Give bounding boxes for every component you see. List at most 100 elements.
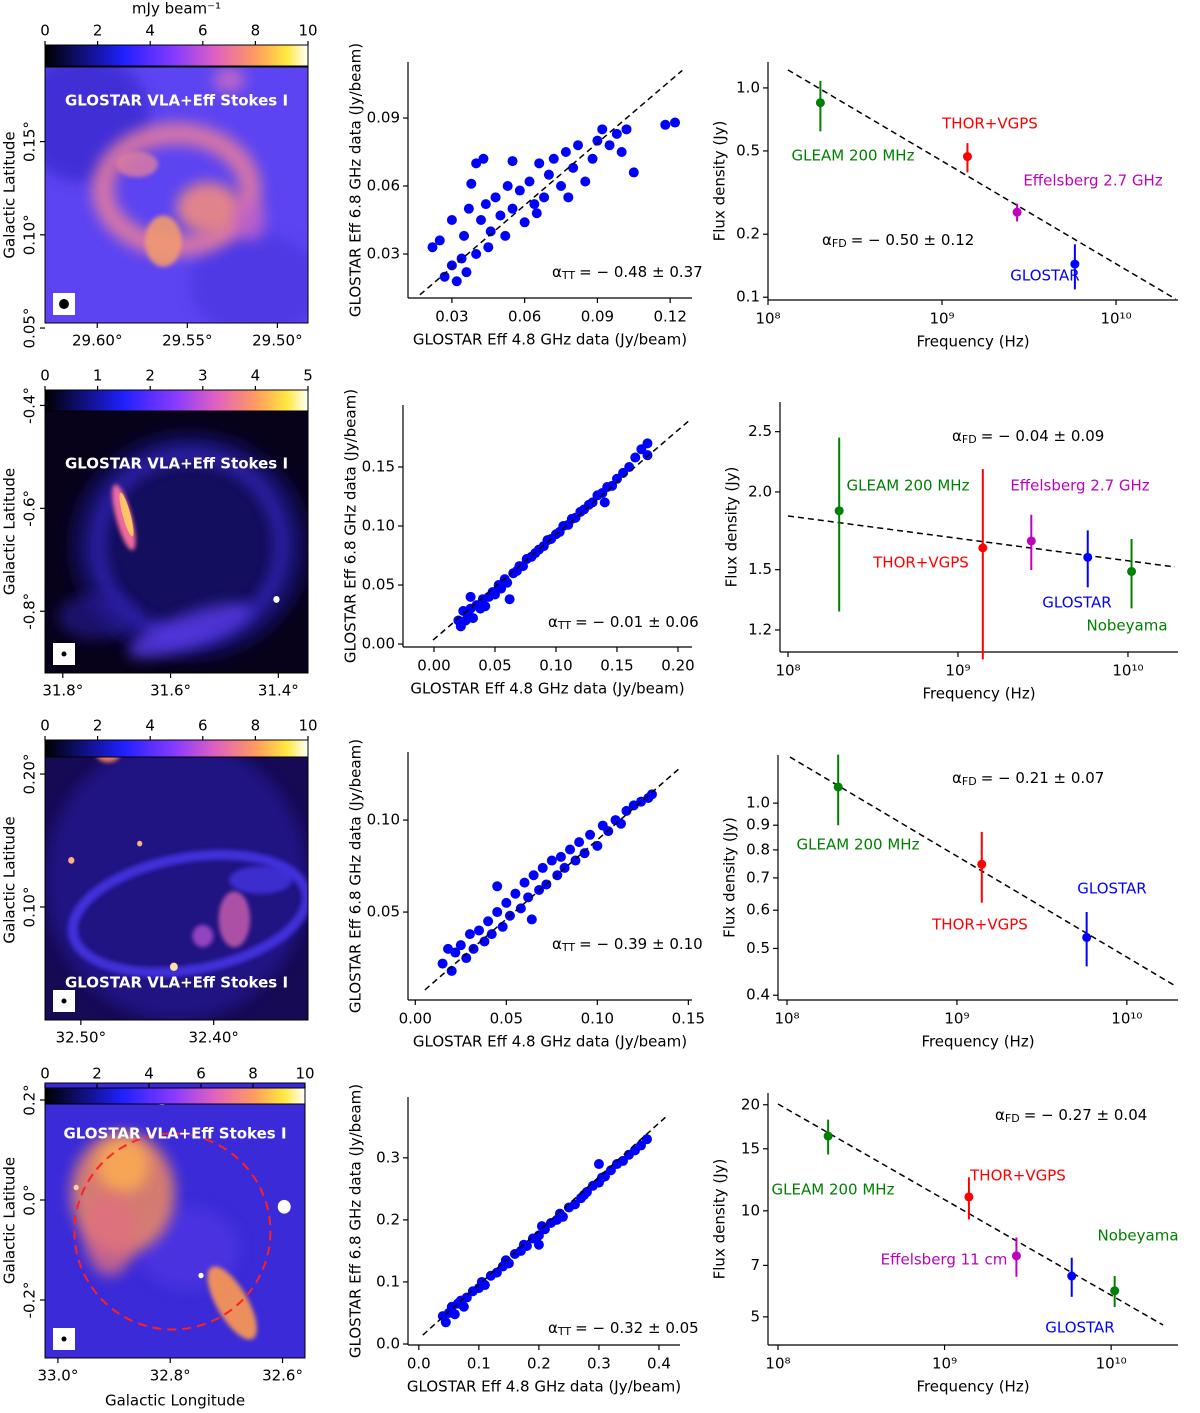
y-tick-label: 0.15° (21, 121, 39, 162)
point (570, 855, 581, 866)
annotation-subscript: FD (1005, 1112, 1020, 1125)
colorbar-tick-label: 8 (251, 22, 261, 40)
y-tick-label: 0.2 (376, 1210, 400, 1228)
colorbar-label: mJy beam⁻¹ (132, 0, 221, 18)
point (641, 1134, 652, 1145)
x-axis-label: Frequency (Hz) (916, 1378, 1029, 1396)
emission (218, 891, 251, 948)
y-axis-label: Flux density (Jy) (721, 817, 739, 938)
annotation-symbol: α (548, 613, 558, 631)
fit-line (422, 1114, 669, 1336)
x-tick-label: 0.15 (672, 1010, 705, 1028)
point (556, 181, 567, 192)
x-axis-label: Frequency (Hz) (921, 1033, 1034, 1051)
x-tick-label: 0.12 (653, 308, 686, 326)
x-axis-label: Frequency (Hz) (922, 685, 1035, 703)
colorbar-tick-label: 8 (248, 1065, 258, 1083)
colorbar (44, 389, 309, 412)
y-tick-label: -0.6° (21, 490, 39, 527)
x-axis-label: GLOSTAR Eff 4.8 GHz data (Jy/beam) (407, 1378, 681, 1396)
point-label: GLEAM 200 MHz (797, 836, 920, 854)
point (502, 181, 513, 192)
point-label: GLEAM 200 MHz (847, 477, 970, 495)
y-tick-label: 20 (741, 1095, 760, 1113)
emission (207, 1266, 257, 1340)
point (434, 235, 445, 246)
point (471, 249, 482, 260)
point (563, 192, 574, 203)
emission (229, 866, 293, 894)
point (621, 124, 632, 135)
x-tick-label: 29.60° (72, 332, 122, 350)
colorbar-tick-label: 10 (298, 717, 317, 735)
point (439, 271, 450, 282)
y-tick-label: 0.20° (21, 754, 39, 795)
point (548, 153, 559, 164)
x-tick-label: 10¹⁰ (1100, 310, 1131, 328)
point (480, 199, 491, 210)
point (427, 242, 438, 253)
annotation: αFD = − 0.50 ± 0.12 (822, 231, 974, 251)
point (500, 230, 511, 241)
y-tick-label: 0.5 (736, 141, 760, 159)
y-tick-label: 10 (741, 1201, 760, 1219)
annotation-text: = − 0.01 ± 0.06 (575, 613, 699, 631)
annotation-symbol: α (548, 1319, 558, 1337)
y-axis-label: GLOSTAR Eff 6.8 GHz data (Jy/beam) (347, 43, 365, 317)
point (593, 1159, 604, 1170)
y-tick-label: 0.05 (362, 576, 395, 594)
x-tick-label: 10⁸ (774, 1010, 799, 1028)
x-tick-label: 0.05 (478, 657, 511, 675)
emission (97, 1138, 149, 1193)
y-axis-label: Galactic Latitude (1, 131, 19, 258)
colorbar-tick-label: 1 (93, 367, 103, 385)
x-tick-label: 0.05 (490, 1010, 523, 1028)
point (534, 158, 545, 169)
y-tick-label: 0.3 (376, 1148, 400, 1166)
point (483, 242, 494, 253)
point (833, 782, 843, 792)
annotation-text: = − 0.48 ± 0.37 (579, 263, 703, 281)
x-tick-label: 10⁸ (775, 662, 800, 680)
frame (44, 1082, 306, 1359)
x-tick-label: 0.00 (399, 1010, 432, 1028)
beam (61, 651, 67, 657)
point (491, 1267, 502, 1278)
x-tick-label: 0.06 (508, 308, 541, 326)
emission (277, 1199, 291, 1214)
point (977, 859, 987, 869)
annotation-text: = − 0.27 ± 0.04 (1024, 1106, 1148, 1124)
beam (61, 1336, 67, 1342)
colorbar-tick-label: 6 (198, 717, 208, 735)
point (581, 1186, 592, 1197)
y-tick-label: 1.5 (748, 560, 772, 578)
annotation-text: = − 0.32 ± 0.05 (575, 1319, 699, 1337)
point (539, 192, 550, 203)
point (587, 153, 598, 164)
annotation-subscript: FD (832, 237, 847, 250)
point-label: Effelsberg 11 cm (881, 1251, 1008, 1269)
colorbar-tick-label: 4 (251, 367, 261, 385)
point (1026, 536, 1036, 546)
point (635, 1140, 646, 1151)
x-tick-label: 10¹⁰ (1111, 1010, 1142, 1028)
point (1067, 1271, 1077, 1281)
point-label: GLOSTAR (1010, 267, 1079, 285)
x-tick-label: 10⁹ (945, 662, 970, 680)
map-title: GLOSTAR VLA+Eff Stokes I (65, 974, 288, 992)
point (531, 208, 542, 219)
x-tick-label: 10⁸ (765, 1355, 790, 1373)
point-label: THOR+VGPS (872, 554, 969, 572)
point-label: GLOSTAR (1042, 594, 1111, 612)
emission (127, 602, 252, 659)
y-tick-label: 0.10° (21, 887, 39, 928)
point (450, 947, 461, 958)
point (483, 916, 494, 927)
point (557, 1211, 568, 1222)
annotation-subscript: TT (557, 1325, 572, 1338)
colorbar-tick-label: 4 (144, 1065, 154, 1083)
y-tick-label: 5 (750, 1307, 760, 1325)
point (592, 135, 603, 146)
annotation-subscript: TT (561, 941, 576, 954)
point (823, 1131, 833, 1141)
